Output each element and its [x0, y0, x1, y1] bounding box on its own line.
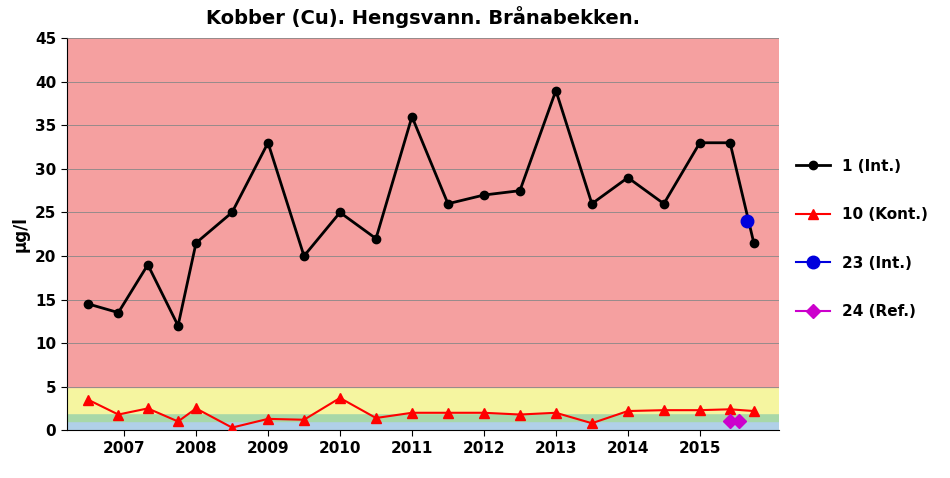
1 (Int.) — [226, 209, 238, 215]
1 (Int.) — [748, 240, 759, 246]
Line: 1 (Int.): 1 (Int.) — [84, 87, 758, 330]
10 (Kont.) — [190, 405, 201, 411]
1 (Int.) — [298, 253, 310, 259]
Title: Kobber (Cu). Hengsvann. Brånabekken.: Kobber (Cu). Hengsvann. Brånabekken. — [206, 6, 639, 28]
10 (Kont.) — [334, 395, 346, 401]
10 (Kont.) — [226, 425, 238, 431]
10 (Kont.) — [748, 408, 759, 414]
10 (Kont.) — [407, 410, 418, 416]
1 (Int.) — [83, 301, 94, 307]
Bar — [66, 38, 779, 387]
10 (Kont.) — [586, 420, 598, 426]
1 (Int.) — [586, 201, 598, 206]
24 (Ref.) — [733, 419, 745, 424]
1 (Int.) — [262, 140, 274, 146]
10 (Kont.) — [724, 406, 735, 412]
10 (Kont.) — [550, 410, 561, 416]
10 (Kont.) — [142, 405, 154, 411]
1 (Int.) — [443, 201, 454, 206]
1 (Int.) — [694, 140, 706, 146]
Y-axis label: µg/l: µg/l — [11, 216, 29, 252]
10 (Kont.) — [262, 416, 274, 422]
Bar — [66, 413, 779, 422]
1 (Int.) — [724, 140, 735, 146]
10 (Kont.) — [83, 397, 94, 402]
1 (Int.) — [550, 87, 561, 93]
1 (Int.) — [113, 310, 124, 315]
Line: 10 (Kont.): 10 (Kont.) — [84, 393, 759, 433]
1 (Int.) — [142, 262, 154, 268]
1 (Int.) — [370, 236, 382, 241]
Legend: 1 (Int.), 10 (Kont.), 23 (Int.), 24 (Ref.): 1 (Int.), 10 (Kont.), 23 (Int.), 24 (Ref… — [796, 159, 928, 319]
10 (Kont.) — [658, 407, 670, 413]
1 (Int.) — [622, 175, 634, 181]
10 (Kont.) — [622, 408, 634, 414]
10 (Kont.) — [172, 419, 183, 424]
1 (Int.) — [334, 209, 346, 215]
Line: 24 (Ref.): 24 (Ref.) — [725, 417, 744, 426]
10 (Kont.) — [478, 410, 489, 416]
1 (Int.) — [172, 323, 183, 328]
1 (Int.) — [658, 201, 670, 206]
24 (Ref.) — [724, 419, 735, 424]
1 (Int.) — [478, 192, 489, 198]
1 (Int.) — [407, 114, 418, 120]
10 (Kont.) — [113, 412, 124, 417]
10 (Kont.) — [370, 415, 382, 421]
Bar — [66, 422, 779, 430]
1 (Int.) — [514, 188, 525, 194]
10 (Kont.) — [694, 407, 706, 413]
10 (Kont.) — [443, 410, 454, 416]
1 (Int.) — [190, 240, 201, 246]
10 (Kont.) — [298, 417, 310, 423]
10 (Kont.) — [514, 412, 525, 417]
Bar — [66, 387, 779, 413]
